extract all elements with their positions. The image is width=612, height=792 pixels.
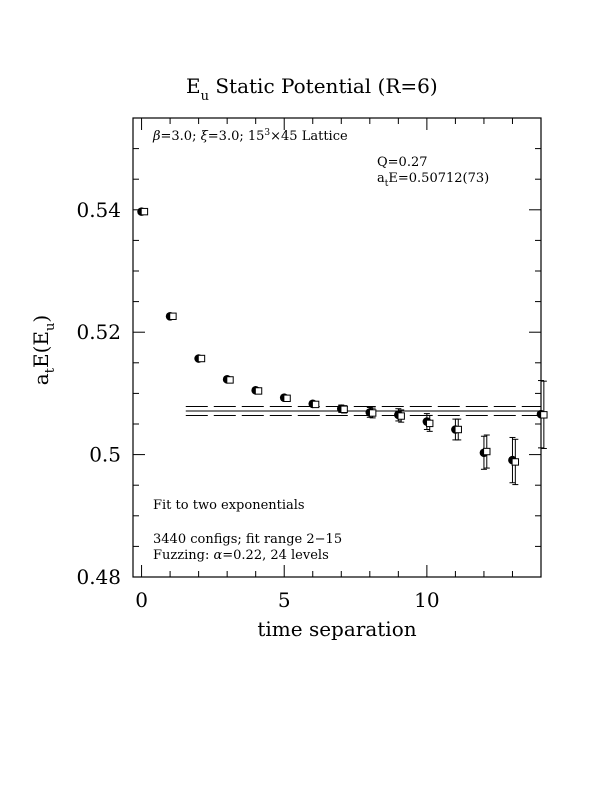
title-sub: u bbox=[201, 89, 209, 104]
xi-symbol: ξ bbox=[201, 129, 209, 144]
fit-energy-a: a bbox=[377, 171, 385, 186]
fit-lines bbox=[185, 406, 541, 416]
ylabel-close: ) bbox=[29, 315, 53, 323]
y-tick-label: 0.52 bbox=[76, 320, 121, 344]
x-tick-label: 0 bbox=[135, 588, 148, 612]
fuzzing-post: =0.22, 24 levels bbox=[222, 548, 329, 563]
configs-annotation: 3440 configs; fit range 2−15 bbox=[153, 532, 342, 547]
ylabel-a: a bbox=[29, 373, 53, 385]
data-point-square bbox=[540, 411, 548, 419]
ylabel-u: u bbox=[43, 323, 58, 331]
data-point-square bbox=[340, 405, 348, 414]
y-axis-label: atE(Eu) bbox=[29, 315, 58, 385]
lattice-text2: =3.0; 15 bbox=[208, 129, 265, 144]
title-rest: Static Potential (R=6) bbox=[209, 74, 438, 98]
ylabel-t: t bbox=[43, 367, 58, 373]
data-points bbox=[137, 207, 548, 486]
q-annotation: Q=0.27 bbox=[377, 155, 428, 170]
lattice-annotation: β=3.0; ξ=3.0; 153×45 Lattice bbox=[152, 128, 348, 144]
fuzzing-pre: Fuzzing: bbox=[153, 548, 213, 563]
alpha-symbol: α bbox=[213, 548, 222, 563]
y-tick-labels: 0.48 0.5 0.52 0.54 bbox=[76, 198, 121, 589]
lattice-sup: 3 bbox=[264, 128, 270, 138]
x-tick-labels: 0 5 10 bbox=[135, 588, 439, 612]
data-point-square bbox=[511, 458, 520, 466]
data-point-square bbox=[140, 207, 149, 216]
fit-type-annotation: Fit to two exponentials bbox=[153, 498, 305, 513]
x-tick-label: 5 bbox=[278, 588, 291, 612]
data-point-square bbox=[169, 312, 177, 320]
fit-energy-rest: E=0.50712(73) bbox=[388, 171, 489, 186]
lattice-text1: =3.0; bbox=[161, 129, 201, 144]
data-point-square bbox=[454, 425, 462, 434]
beta-symbol: β bbox=[152, 129, 161, 144]
fit-energy-t: t bbox=[385, 179, 389, 189]
ylabel-e: E(E bbox=[29, 331, 53, 368]
fit-energy-annotation: atE=0.50712(73) bbox=[377, 171, 489, 189]
x-axis-label: time separation bbox=[257, 617, 416, 641]
plot-frame bbox=[132, 117, 542, 578]
data-point-square bbox=[226, 376, 234, 384]
data-point-square bbox=[197, 354, 206, 363]
y-tick-label: 0.54 bbox=[76, 198, 121, 222]
data-point-square bbox=[368, 409, 377, 417]
data-point-square bbox=[397, 412, 405, 420]
data-point-square bbox=[254, 387, 263, 395]
title-main: E bbox=[186, 74, 201, 98]
y-tick-label: 0.5 bbox=[89, 443, 121, 467]
data-point-square bbox=[483, 447, 491, 456]
x-tick-label: 10 bbox=[414, 588, 439, 612]
axis-ticks bbox=[133, 117, 542, 578]
data-point-square bbox=[426, 419, 434, 428]
fuzzing-annotation: Fuzzing: α=0.22, 24 levels bbox=[153, 548, 329, 563]
svg-text:atE(Eu): atE(Eu) bbox=[29, 315, 58, 385]
chart-title: Eu Static Potential (R=6) bbox=[186, 74, 438, 104]
data-point-square bbox=[311, 400, 320, 409]
y-tick-label: 0.48 bbox=[76, 565, 121, 589]
data-point-square bbox=[283, 394, 291, 402]
lattice-text3: ×45 Lattice bbox=[270, 129, 348, 144]
